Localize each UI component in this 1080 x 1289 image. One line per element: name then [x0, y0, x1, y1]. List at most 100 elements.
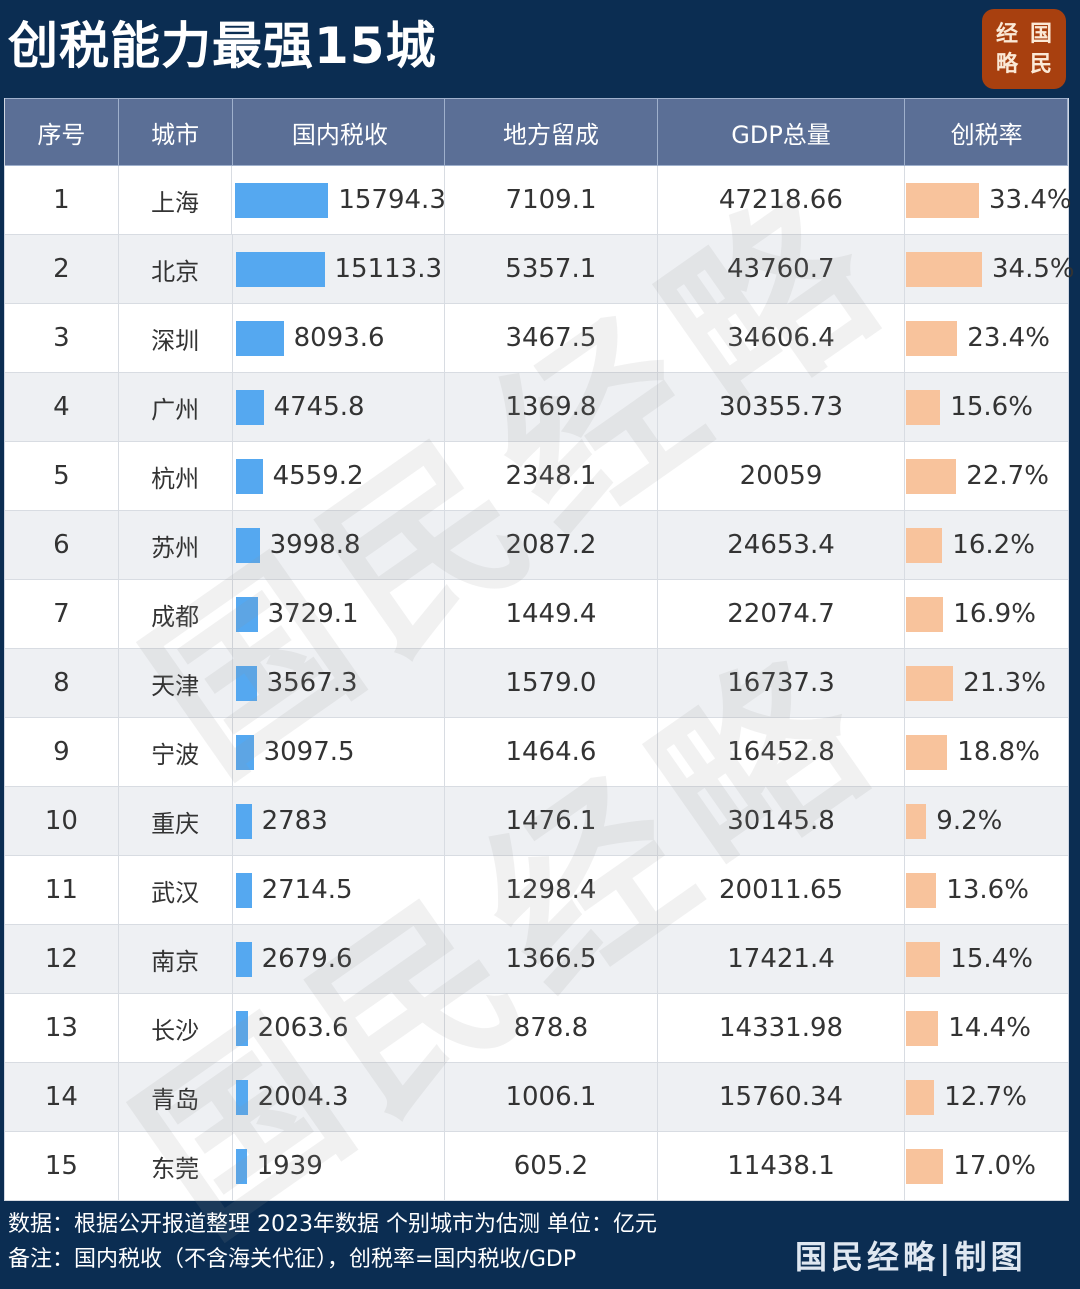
- rate-bar: [906, 596, 944, 632]
- cell-tax-rate: 18.8%: [905, 718, 1068, 786]
- rate-value: 14.4%: [948, 1013, 1031, 1043]
- cell-domestic-tax: 3097.5: [233, 718, 446, 786]
- cell-domestic-tax: 8093.6: [233, 304, 446, 372]
- table-row: 13 长沙 2063.6 878.8 14331.98 14.4%: [5, 994, 1068, 1063]
- tax-bar: [235, 251, 325, 287]
- cell-domestic-tax: 1939: [233, 1132, 446, 1200]
- rate-value: 21.3%: [963, 668, 1046, 698]
- page-title: 创税能力最强15城: [8, 17, 437, 75]
- tax-bar: [235, 596, 258, 632]
- cell-domestic-tax: 4559.2: [233, 442, 446, 510]
- logo-char: 经: [995, 21, 1018, 47]
- cell-rank: 7: [5, 580, 119, 648]
- table-row: 1 上海 15794.3 7109.1 47218.66 33.4%: [5, 166, 1072, 235]
- cell-city: 广州: [119, 373, 233, 441]
- cell-tax-rate: 12.7%: [905, 1063, 1068, 1131]
- cell-tax-rate: 16.2%: [905, 511, 1068, 579]
- column-header-local-retention: 地方留成: [445, 99, 658, 165]
- cell-gdp: 24653.4: [658, 511, 906, 579]
- tax-value: 4559.2: [272, 461, 364, 491]
- cell-local-retention: 1579.0: [445, 649, 658, 717]
- rate-value: 16.9%: [953, 599, 1036, 629]
- cell-tax-rate: 15.4%: [905, 925, 1068, 993]
- cell-city: 上海: [119, 166, 233, 234]
- rate-bar: [906, 665, 954, 701]
- table-body: 1 上海 15794.3 7109.1 47218.66 33.4% 2 北京 15113.3 5…: [5, 166, 1075, 1201]
- cell-city: 长沙: [119, 994, 233, 1062]
- cell-rank: 2: [5, 235, 119, 303]
- tax-value: 3729.1: [267, 599, 359, 629]
- tax-value: 15794.3: [338, 185, 446, 215]
- cell-gdp: 43760.7: [658, 235, 906, 303]
- rate-bar: [906, 1010, 939, 1046]
- table-row: 5 杭州 4559.2 2348.1 20059 22.7%: [5, 442, 1068, 511]
- cell-local-retention: 1366.5: [445, 925, 658, 993]
- cell-gdp: 17421.4: [658, 925, 906, 993]
- cell-domestic-tax: 15794.3: [232, 166, 446, 234]
- cell-gdp: 22074.7: [658, 580, 906, 648]
- cell-gdp: 47218.66: [658, 166, 905, 234]
- cell-tax-rate: 22.7%: [905, 442, 1068, 510]
- cell-rank: 1: [5, 166, 119, 234]
- table-row: 7 成都 3729.1 1449.4 22074.7 16.9%: [5, 580, 1068, 649]
- cell-local-retention: 1298.4: [445, 856, 658, 924]
- tax-bar: [235, 389, 264, 425]
- cell-local-retention: 878.8: [445, 994, 658, 1062]
- rate-value: 23.4%: [967, 323, 1050, 353]
- logo-char: 国: [1029, 21, 1052, 47]
- tax-bar: [235, 872, 252, 908]
- table-row: 4 广州 4745.8 1369.8 30355.73 15.6%: [5, 373, 1068, 442]
- table-row: 14 青岛 2004.3 1006.1 15760.34 12.7%: [5, 1063, 1068, 1132]
- rate-bar: [906, 251, 983, 287]
- cell-gdp: 14331.98: [658, 994, 906, 1062]
- table-row: 15 东莞 1939 605.2 11438.1 17.0%: [5, 1132, 1068, 1201]
- rate-value: 15.6%: [950, 392, 1033, 422]
- rate-bar: [906, 941, 941, 977]
- footer-brand: 国民经略|制图: [795, 1238, 1027, 1276]
- column-header-gdp: GDP总量: [658, 99, 906, 165]
- table-row: 9 宁波 3097.5 1464.6 16452.8 18.8%: [5, 718, 1068, 787]
- cell-domestic-tax: 3567.3: [233, 649, 446, 717]
- tax-value: 3567.3: [266, 668, 358, 698]
- column-header-city: 城市: [119, 99, 233, 165]
- cell-tax-rate: 17.0%: [905, 1132, 1068, 1200]
- cell-rank: 11: [5, 856, 119, 924]
- rate-value: 16.2%: [952, 530, 1035, 560]
- cell-gdp: 16737.3: [658, 649, 906, 717]
- tax-value: 8093.6: [293, 323, 385, 353]
- tax-value: 2679.6: [261, 944, 353, 974]
- cell-local-retention: 2348.1: [445, 442, 658, 510]
- cell-domestic-tax: 2679.6: [233, 925, 446, 993]
- data-table: 序号 城市 国内税收 地方留成 GDP总量 创税率 1 上海 15794.3 7109…: [4, 98, 1075, 1201]
- cell-rank: 6: [5, 511, 119, 579]
- rate-value: 34.5%: [992, 254, 1075, 284]
- cell-domestic-tax: 2714.5: [233, 856, 446, 924]
- tax-value: 15113.3: [334, 254, 443, 284]
- cell-rank: 10: [5, 787, 119, 855]
- footer-source: 数据：根据公开报道整理 2023年数据 个别城市为估测 单位：亿元: [8, 1212, 657, 1237]
- cell-city: 重庆: [119, 787, 233, 855]
- tax-value: 2004.3: [257, 1082, 349, 1112]
- table-row: 10 重庆 2783 1476.1 30145.8 9.2%: [5, 787, 1068, 856]
- cell-rank: 5: [5, 442, 119, 510]
- table-row: 8 天津 3567.3 1579.0 16737.3 21.3%: [5, 649, 1068, 718]
- rate-value: 13.6%: [946, 875, 1029, 905]
- cell-local-retention: 1449.4: [445, 580, 658, 648]
- cell-city: 苏州: [119, 511, 233, 579]
- tax-bar: [235, 1148, 247, 1184]
- cell-gdp: 11438.1: [658, 1132, 906, 1200]
- cell-city: 东莞: [119, 1132, 233, 1200]
- tax-bar: [235, 803, 252, 839]
- cell-tax-rate: 34.5%: [905, 235, 1075, 303]
- cell-domestic-tax: 3729.1: [233, 580, 446, 648]
- cell-local-retention: 2087.2: [445, 511, 658, 579]
- cell-rank: 12: [5, 925, 119, 993]
- cell-domestic-tax: 2004.3: [233, 1063, 446, 1131]
- rate-value: 9.2%: [936, 806, 1003, 836]
- rate-value: 15.4%: [950, 944, 1033, 974]
- logo-char: 略: [995, 51, 1018, 77]
- cell-gdp: 30145.8: [658, 787, 906, 855]
- rate-bar: [906, 527, 943, 563]
- column-header-rank: 序号: [5, 99, 119, 165]
- cell-domestic-tax: 3998.8: [233, 511, 446, 579]
